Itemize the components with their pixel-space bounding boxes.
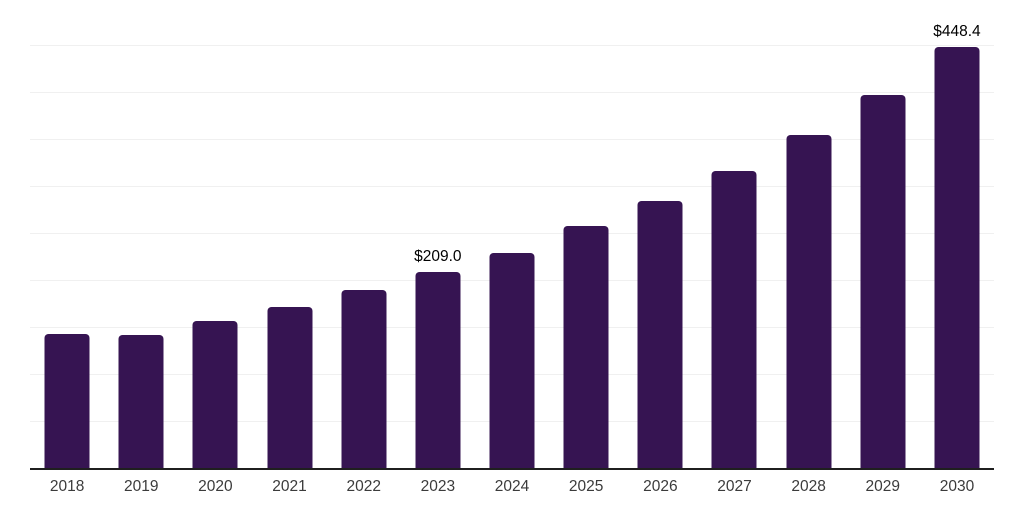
bar-column-2029 <box>846 0 920 468</box>
x-tick-label-2029: 2029 <box>865 478 901 495</box>
gridline <box>30 233 994 234</box>
bar-column-2018 <box>30 0 104 468</box>
x-tick-label-2025: 2025 <box>568 478 604 495</box>
x-tick-label-2024: 2024 <box>494 478 530 495</box>
bar-2028 <box>786 135 832 468</box>
bar-2022 <box>341 290 387 468</box>
x-tick-label-2020: 2020 <box>198 478 233 495</box>
bar-column-2022 <box>327 0 401 468</box>
bar-2030 <box>934 46 980 468</box>
bar-column-2028 <box>772 0 846 468</box>
bar-column-2025 <box>549 0 623 468</box>
bar-column-2027 <box>697 0 771 468</box>
gridline <box>30 45 994 46</box>
bar-value-label-2030: $448.4 <box>933 23 981 41</box>
x-tick-label-2018: 2018 <box>49 478 85 495</box>
bar-column-2019 <box>104 0 178 468</box>
bar-column-2030: $448.4 <box>920 0 994 468</box>
bar-2024 <box>489 252 535 468</box>
plot-area: $209.0 $448.4 <box>30 0 994 470</box>
x-axis: 2018 2019 2020 2021 2022 2023 2024 2025 2026 2027… <box>30 470 994 510</box>
x-tick-label-2023: 2023 <box>420 478 456 495</box>
x-tick-label-2028: 2028 <box>791 478 826 495</box>
bar-value-label-2023: $209.0 <box>414 248 462 266</box>
bar-2026 <box>637 201 683 468</box>
gridline <box>30 139 994 140</box>
bar-column-2024 <box>475 0 549 468</box>
bar-2018 <box>44 333 90 468</box>
bar-column-2023: $209.0 <box>401 0 475 468</box>
gridline <box>30 186 994 187</box>
x-tick-label-2027: 2027 <box>717 478 752 495</box>
bar-column-2026 <box>623 0 697 468</box>
bar-2029 <box>860 94 906 468</box>
x-tick-label-2021: 2021 <box>272 478 307 495</box>
bar-columns: $209.0 $448.4 <box>30 0 994 468</box>
x-tick-label-2030: 2030 <box>939 478 975 495</box>
bar-column-2021 <box>252 0 326 468</box>
bar-2025 <box>563 226 609 468</box>
gridline <box>30 92 994 93</box>
bar-2020 <box>192 321 238 468</box>
bar-2023 <box>415 271 461 468</box>
x-tick-label-2019: 2019 <box>123 478 159 495</box>
bar-2019 <box>118 335 164 468</box>
x-tick-label-2022: 2022 <box>346 478 381 495</box>
x-tick-label-2026: 2026 <box>643 478 678 495</box>
bar-2027 <box>711 170 757 468</box>
bar-column-2020 <box>178 0 252 468</box>
bar-2021 <box>267 307 313 468</box>
